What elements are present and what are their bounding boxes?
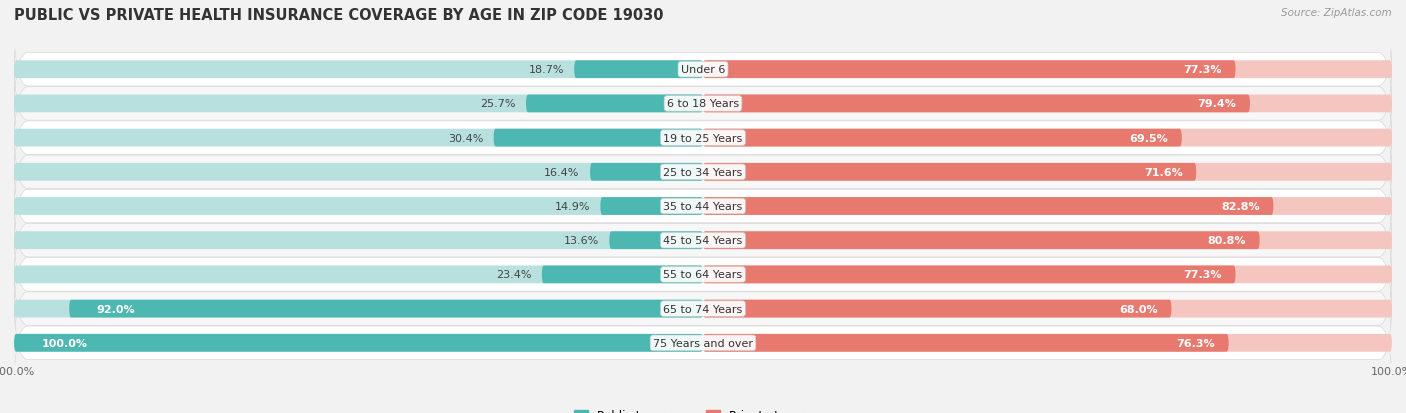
- Text: 18.7%: 18.7%: [529, 65, 564, 75]
- FancyBboxPatch shape: [703, 266, 1236, 284]
- FancyBboxPatch shape: [703, 129, 1182, 147]
- FancyBboxPatch shape: [703, 300, 1171, 318]
- FancyBboxPatch shape: [591, 164, 703, 181]
- FancyBboxPatch shape: [14, 223, 1392, 326]
- FancyBboxPatch shape: [703, 334, 1392, 352]
- FancyBboxPatch shape: [703, 232, 1260, 249]
- FancyBboxPatch shape: [703, 198, 1392, 215]
- FancyBboxPatch shape: [703, 129, 1392, 147]
- Text: 23.4%: 23.4%: [496, 270, 531, 280]
- Text: 82.8%: 82.8%: [1220, 202, 1260, 211]
- FancyBboxPatch shape: [703, 164, 1197, 181]
- Text: 16.4%: 16.4%: [544, 167, 579, 177]
- FancyBboxPatch shape: [600, 198, 703, 215]
- FancyBboxPatch shape: [14, 87, 1392, 190]
- FancyBboxPatch shape: [494, 129, 703, 147]
- Text: Source: ZipAtlas.com: Source: ZipAtlas.com: [1281, 8, 1392, 18]
- Text: 45 to 54 Years: 45 to 54 Years: [664, 236, 742, 246]
- Text: 77.3%: 77.3%: [1184, 270, 1222, 280]
- FancyBboxPatch shape: [609, 232, 703, 249]
- FancyBboxPatch shape: [703, 232, 1392, 249]
- FancyBboxPatch shape: [541, 266, 703, 284]
- Text: 76.3%: 76.3%: [1177, 338, 1215, 348]
- Text: 35 to 44 Years: 35 to 44 Years: [664, 202, 742, 211]
- FancyBboxPatch shape: [703, 334, 1229, 352]
- Text: 14.9%: 14.9%: [554, 202, 591, 211]
- FancyBboxPatch shape: [703, 198, 1274, 215]
- Text: 69.5%: 69.5%: [1129, 133, 1168, 143]
- FancyBboxPatch shape: [14, 232, 703, 249]
- Text: 55 to 64 Years: 55 to 64 Years: [664, 270, 742, 280]
- FancyBboxPatch shape: [574, 61, 703, 79]
- FancyBboxPatch shape: [14, 155, 1392, 258]
- FancyBboxPatch shape: [14, 266, 703, 284]
- FancyBboxPatch shape: [14, 292, 1392, 394]
- FancyBboxPatch shape: [14, 61, 703, 79]
- Text: 30.4%: 30.4%: [449, 133, 484, 143]
- FancyBboxPatch shape: [703, 61, 1236, 79]
- Text: 80.8%: 80.8%: [1208, 236, 1246, 246]
- Text: 68.0%: 68.0%: [1119, 304, 1157, 314]
- FancyBboxPatch shape: [703, 266, 1392, 284]
- Text: 6 to 18 Years: 6 to 18 Years: [666, 99, 740, 109]
- FancyBboxPatch shape: [14, 52, 1392, 156]
- Text: 79.4%: 79.4%: [1198, 99, 1236, 109]
- FancyBboxPatch shape: [703, 95, 1250, 113]
- FancyBboxPatch shape: [14, 129, 703, 147]
- FancyBboxPatch shape: [14, 334, 703, 352]
- FancyBboxPatch shape: [14, 198, 703, 215]
- FancyBboxPatch shape: [14, 19, 1392, 121]
- FancyBboxPatch shape: [14, 257, 1392, 361]
- Text: 75 Years and over: 75 Years and over: [652, 338, 754, 348]
- FancyBboxPatch shape: [14, 334, 703, 352]
- FancyBboxPatch shape: [14, 95, 703, 113]
- FancyBboxPatch shape: [14, 300, 703, 318]
- FancyBboxPatch shape: [526, 95, 703, 113]
- Text: 13.6%: 13.6%: [564, 236, 599, 246]
- FancyBboxPatch shape: [14, 164, 703, 181]
- Text: 19 to 25 Years: 19 to 25 Years: [664, 133, 742, 143]
- Text: 25.7%: 25.7%: [479, 99, 516, 109]
- FancyBboxPatch shape: [703, 95, 1392, 113]
- Text: 71.6%: 71.6%: [1143, 167, 1182, 177]
- Text: 100.0%: 100.0%: [42, 338, 87, 348]
- FancyBboxPatch shape: [703, 61, 1392, 79]
- Text: 65 to 74 Years: 65 to 74 Years: [664, 304, 742, 314]
- Text: 25 to 34 Years: 25 to 34 Years: [664, 167, 742, 177]
- Text: 77.3%: 77.3%: [1184, 65, 1222, 75]
- FancyBboxPatch shape: [14, 121, 1392, 224]
- Text: PUBLIC VS PRIVATE HEALTH INSURANCE COVERAGE BY AGE IN ZIP CODE 19030: PUBLIC VS PRIVATE HEALTH INSURANCE COVER…: [14, 8, 664, 23]
- FancyBboxPatch shape: [703, 300, 1392, 318]
- FancyBboxPatch shape: [703, 164, 1392, 181]
- FancyBboxPatch shape: [69, 300, 703, 318]
- Text: Under 6: Under 6: [681, 65, 725, 75]
- Text: 92.0%: 92.0%: [97, 304, 135, 314]
- FancyBboxPatch shape: [14, 189, 1392, 292]
- Legend: Public Insurance, Private Insurance: Public Insurance, Private Insurance: [569, 404, 837, 413]
